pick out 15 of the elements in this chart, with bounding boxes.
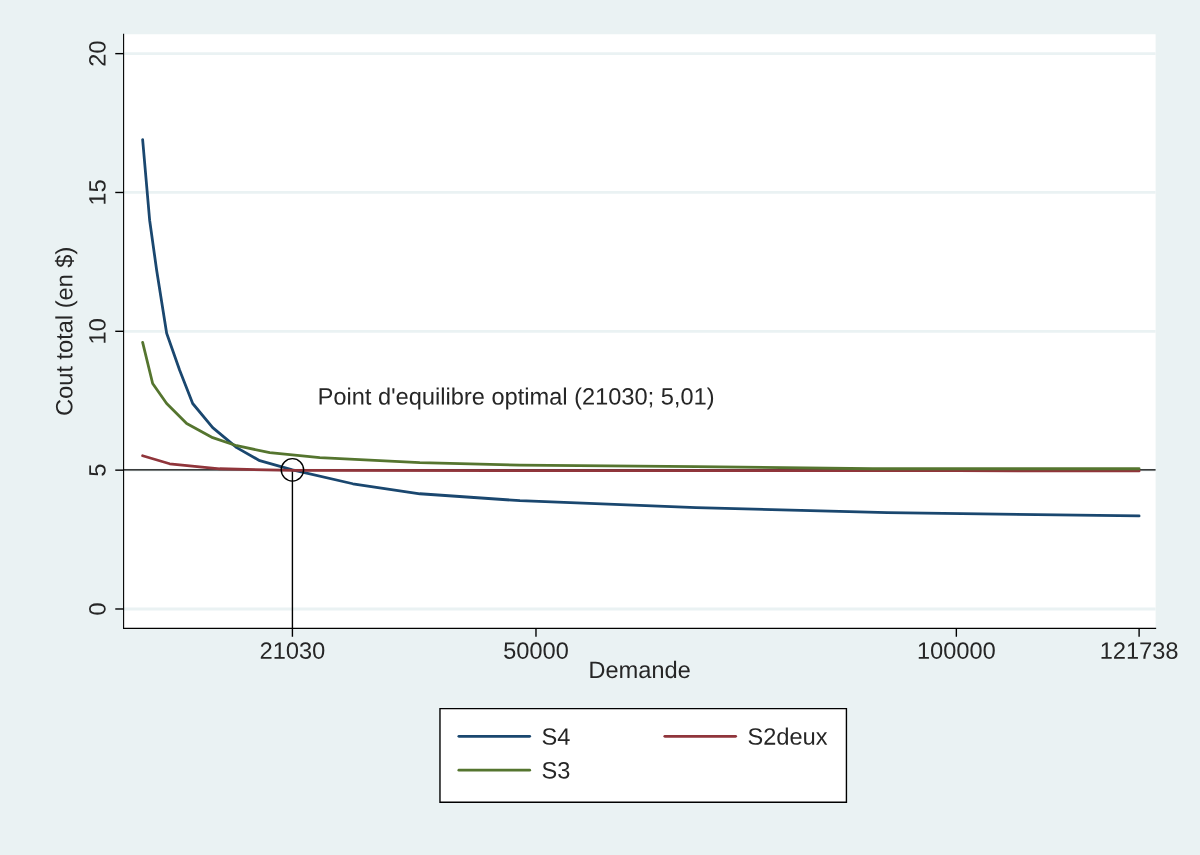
x-axis-title: Demande xyxy=(590,660,690,679)
y-tick-label: 5 xyxy=(89,464,106,476)
x-tick-label: 100000 xyxy=(918,642,995,659)
y-tick-label: 10 xyxy=(89,319,106,343)
x-tick-label: 21030 xyxy=(260,642,325,659)
x-tick-label: 50000 xyxy=(504,642,568,659)
y-tick-label: 0 xyxy=(89,603,106,615)
legend-label: S4 xyxy=(542,728,570,745)
legend-label: S2deux xyxy=(748,727,828,745)
y-tick-label: 15 xyxy=(89,180,106,204)
annotation: Point d'equilibre optimal (21030; 5,01) xyxy=(319,387,714,410)
legend-label: S3 xyxy=(542,761,570,779)
y-tick-label: 20 xyxy=(89,41,106,66)
x-tick-label: 121738 xyxy=(1101,642,1178,659)
y-axis-title: Cout total (en $) xyxy=(54,248,78,415)
